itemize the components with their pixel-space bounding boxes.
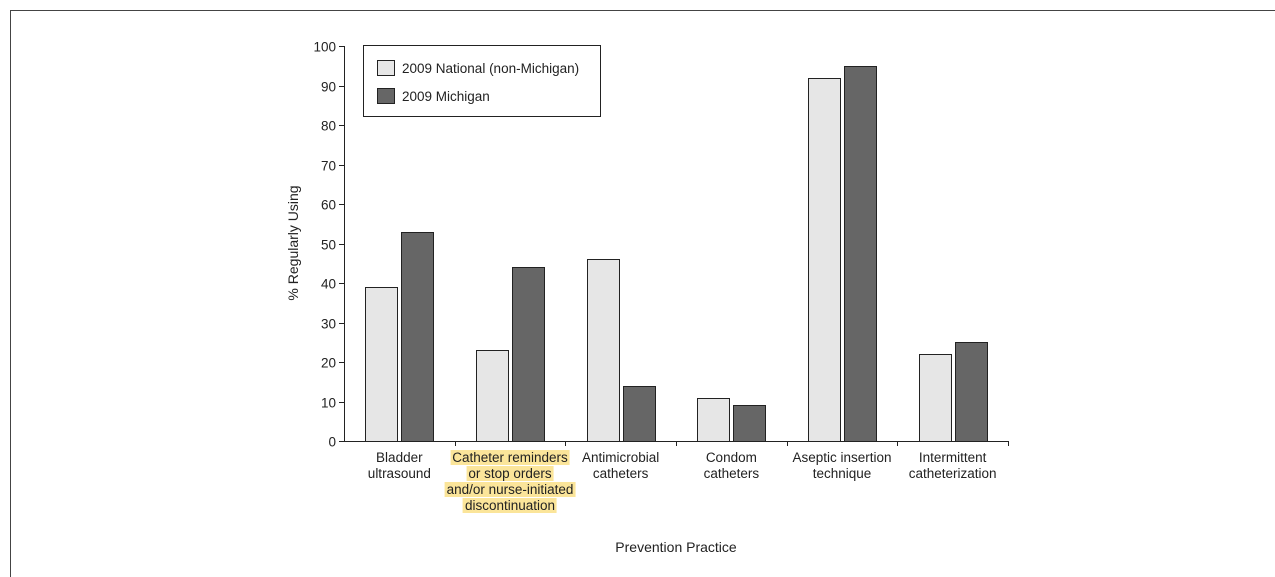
y-axis-title: % Regularly Using <box>285 185 301 300</box>
y-tick-label: 30 <box>321 317 336 332</box>
y-tick-label: 10 <box>321 396 336 411</box>
bar-michigan <box>733 405 766 442</box>
bar-national <box>919 354 952 442</box>
legend-label: 2009 Michigan <box>402 89 490 104</box>
y-tick-label: 80 <box>321 119 336 134</box>
y-tick-label: 90 <box>321 80 336 95</box>
y-tick-label: 40 <box>321 277 336 292</box>
x-tick-label-line: Bladder <box>376 450 423 465</box>
x-tick-label: Condom catheters <box>704 450 760 482</box>
bar-michigan <box>401 232 434 442</box>
legend-swatch <box>377 60 395 76</box>
x-tick-label: Aseptic insertion technique <box>792 450 891 482</box>
x-tick-label-line: technique <box>812 466 872 481</box>
x-tick-label-line: ultrasound <box>367 466 431 481</box>
y-tick-label: 20 <box>321 356 336 371</box>
x-tick-label: Bladder ultrasound <box>368 450 431 482</box>
axes: 0 10 20 30 40 50 60 70 80 90 100 <box>313 40 1009 450</box>
bar-national <box>697 398 730 442</box>
y-tick-label: 100 <box>313 40 336 55</box>
x-tick-label-line: Condom <box>705 450 757 465</box>
x-tick-label-line: discontinuation <box>462 498 558 513</box>
x-tick-label: Intermittent catheterization <box>909 450 997 482</box>
bar-michigan <box>844 66 877 442</box>
y-tick-label: 0 <box>328 435 336 450</box>
bar-national <box>587 259 620 442</box>
bars <box>365 66 988 442</box>
y-tick-label: 60 <box>321 198 336 213</box>
y-tick-label: 70 <box>321 159 336 174</box>
x-axis-title: Prevention Practice <box>615 539 737 555</box>
x-tick-label-line: and/or nurse-initiated <box>444 482 576 497</box>
legend: 2009 National (non-Michigan) 2009 Michiga… <box>363 45 601 117</box>
x-tick-label-line: catheters <box>592 466 649 481</box>
x-tick-label: Catheter reminders or stop orders and/or n… <box>444 450 576 514</box>
x-tick-label-line: or stop orders <box>466 466 554 481</box>
x-tick-label-line: catheterization <box>908 466 997 481</box>
x-tick-label-line: Intermittent <box>918 450 987 465</box>
x-tick-label-line: Aseptic insertion <box>792 450 892 465</box>
bar-national <box>808 78 841 442</box>
bar-national <box>365 287 398 442</box>
bar-michigan <box>955 342 988 442</box>
x-tick-label-line: Catheter reminders <box>450 450 570 465</box>
legend-label: 2009 National (non-Michigan) <box>402 61 579 76</box>
x-tick-label: Antimicrobial catheters <box>582 450 659 482</box>
legend-box <box>363 45 601 117</box>
x-tick-label-line: Antimicrobial <box>582 450 660 465</box>
bar-michigan <box>623 386 656 442</box>
y-tick-label: 50 <box>321 238 336 253</box>
bar-michigan <box>512 267 545 442</box>
bar-national <box>476 350 509 442</box>
legend-swatch <box>377 88 395 104</box>
x-tick-label-line: catheters <box>703 466 760 481</box>
